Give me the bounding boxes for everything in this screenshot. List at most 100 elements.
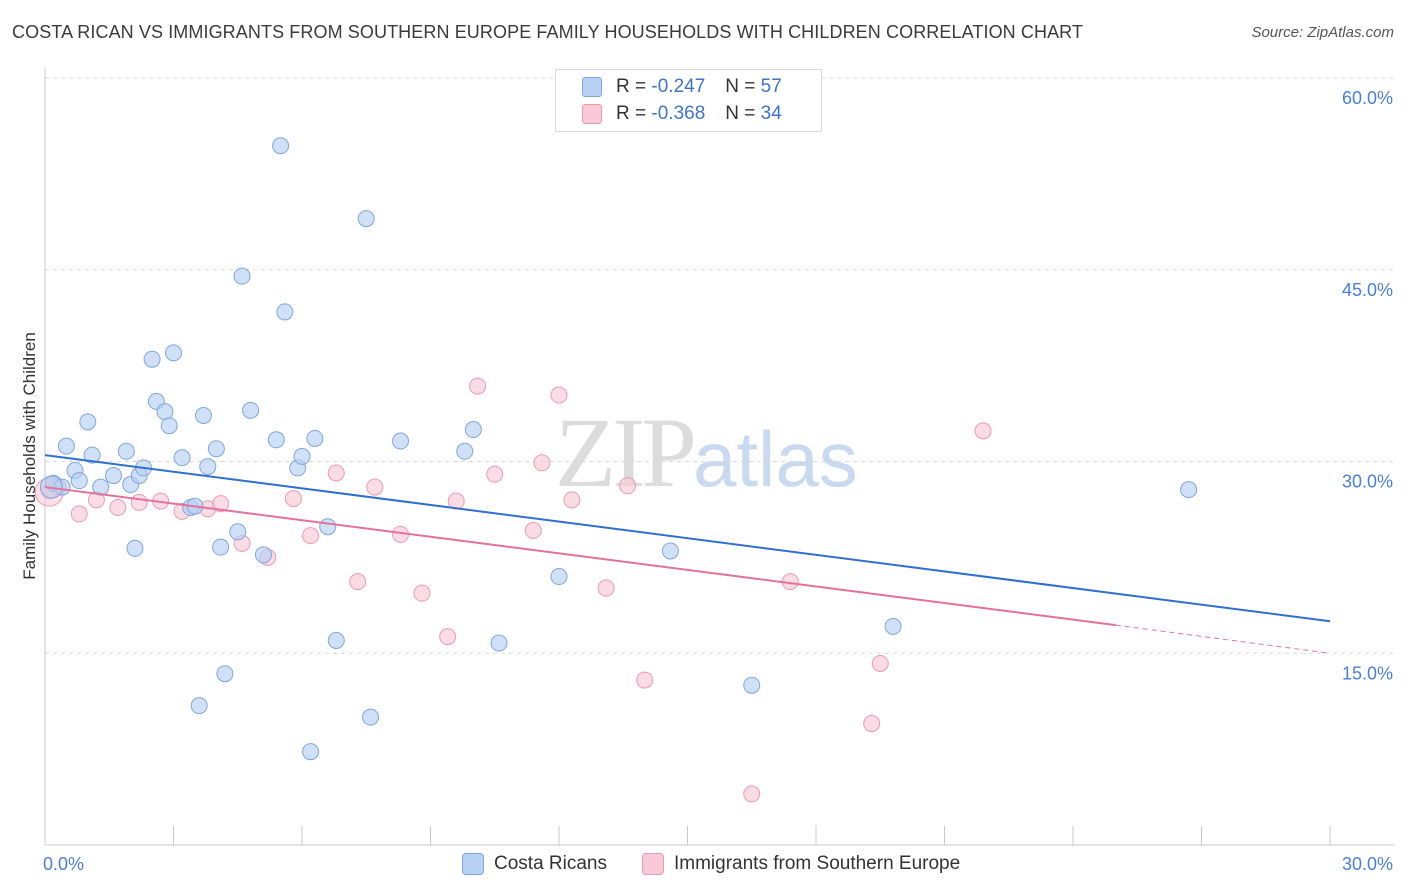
data-point-costa-ricans [456, 442, 474, 460]
bottom-legend-swatch-pink [642, 853, 664, 875]
data-point-immigrants [439, 628, 457, 646]
data-point-immigrants [327, 464, 345, 482]
legend-swatch-blue [582, 77, 602, 97]
data-point-costa-ricans [165, 344, 182, 362]
series-immigrants-points [34, 377, 992, 803]
data-point-immigrants [212, 495, 230, 513]
data-point-costa-ricans [319, 518, 337, 536]
data-point-immigrants [366, 478, 384, 496]
data-point-costa-ricans [306, 429, 324, 447]
data-point-immigrants [109, 499, 127, 517]
data-point-immigrants [284, 490, 302, 508]
data-point-immigrants [302, 527, 320, 545]
data-point-costa-ricans [490, 634, 508, 652]
data-point-costa-ricans [1180, 481, 1198, 499]
data-point-costa-ricans [276, 303, 294, 321]
trend-lines [44, 454, 1331, 654]
y-tick-label: 15.0% [1342, 663, 1393, 683]
axes [44, 68, 1395, 846]
data-point-costa-ricans [254, 546, 272, 564]
legend-row-immigrants: R = -0.368 N = 34 [582, 101, 782, 127]
data-point-immigrants [871, 654, 889, 672]
y-tick-label: 45.0% [1342, 280, 1393, 300]
data-point-costa-ricans [550, 568, 568, 586]
legend-n-value: 34 [760, 103, 782, 124]
data-point-costa-ricans [229, 523, 247, 541]
x-tick-label: 0.0% [43, 854, 84, 874]
y-axis-title: Family Households with Children [20, 332, 39, 580]
data-point-immigrants [974, 422, 992, 440]
data-point-costa-ricans [70, 472, 88, 490]
data-point-costa-ricans [156, 403, 174, 421]
data-point-costa-ricans [216, 665, 234, 683]
legend-r-label: R = [616, 103, 647, 124]
data-point-immigrants [533, 454, 551, 472]
y-tick-label: 60.0% [1342, 88, 1393, 108]
grid-lines [45, 77, 1395, 654]
bottom-legend-immigrants: Immigrants from Southern Europe [642, 850, 960, 878]
data-point-costa-ricans [302, 743, 320, 761]
bottom-legend-swatch-blue [462, 853, 484, 875]
tick-labels: 15.0% 30.0% 45.0% 60.0% 0.0% 30.0% [43, 88, 1393, 874]
data-point-costa-ricans [194, 406, 212, 424]
data-point-costa-ricans [884, 617, 902, 635]
data-point-immigrants [743, 785, 761, 803]
data-point-costa-ricans [160, 417, 178, 435]
legend-swatch-pink [582, 104, 602, 124]
x-tick-label: 30.0% [1342, 854, 1393, 874]
data-point-costa-ricans [143, 350, 161, 368]
source-credit: Source: ZipAtlas.com [1251, 24, 1394, 41]
series-costa-ricans-points [39, 137, 1198, 761]
watermark-atlas: atlas [693, 415, 858, 503]
legend-n-value: 57 [760, 76, 782, 97]
data-point-costa-ricans [190, 697, 208, 715]
data-point-immigrants [636, 671, 654, 689]
y-tick-label: 30.0% [1342, 472, 1393, 492]
data-point-costa-ricans [272, 137, 290, 155]
data-point-costa-ricans [464, 421, 482, 439]
data-point-immigrants [469, 377, 487, 395]
data-point-costa-ricans [117, 442, 135, 460]
data-point-costa-ricans [392, 432, 410, 450]
trend-line-immigrants [44, 486, 1116, 627]
data-point-immigrants [550, 386, 568, 404]
data-point-costa-ricans [743, 676, 761, 694]
data-point-costa-ricans [293, 447, 311, 465]
data-point-costa-ricans [173, 449, 191, 467]
data-point-costa-ricans [83, 446, 101, 464]
data-point-immigrants [413, 584, 431, 602]
data-point-costa-ricans [212, 538, 230, 556]
legend-r-value: -0.247 [651, 76, 706, 97]
chart-title: COSTA RICAN VS IMMIGRANTS FROM SOUTHERN … [12, 22, 1084, 42]
data-point-immigrants [619, 477, 637, 495]
trend-line-costa-ricans [44, 454, 1331, 623]
data-point-immigrants [597, 579, 615, 597]
legend-r-value: -0.368 [651, 103, 706, 124]
data-point-costa-ricans [233, 267, 251, 285]
legend-r-label: R = [616, 76, 647, 97]
data-point-immigrants [563, 491, 581, 509]
correlation-legend: R = -0.247 N = 57 R = -0.368 N = 34 [555, 69, 822, 132]
data-point-costa-ricans [242, 401, 260, 419]
data-point-immigrants [486, 465, 504, 483]
bottom-legend-label: Immigrants from Southern Europe [674, 853, 961, 874]
data-point-costa-ricans [267, 431, 285, 449]
legend-n-label: N = [725, 103, 756, 124]
data-point-costa-ricans [207, 440, 225, 458]
data-point-costa-ricans [105, 467, 123, 485]
data-point-immigrants [349, 573, 367, 591]
data-point-costa-ricans [79, 413, 97, 431]
bottom-legend-label: Costa Ricans [494, 853, 607, 874]
legend-n-label: N = [725, 76, 756, 97]
data-point-costa-ricans [199, 458, 217, 476]
data-point-costa-ricans [57, 437, 75, 455]
data-point-costa-ricans [357, 210, 375, 228]
data-point-costa-ricans [327, 631, 345, 649]
data-point-immigrants [70, 505, 88, 523]
trend-line-immigrants-extrapolated [1115, 624, 1331, 654]
data-point-costa-ricans [661, 542, 679, 560]
data-point-costa-ricans [126, 539, 144, 557]
data-point-immigrants [863, 715, 881, 733]
legend-row-costa-ricans: R = -0.247 N = 57 [582, 74, 782, 100]
